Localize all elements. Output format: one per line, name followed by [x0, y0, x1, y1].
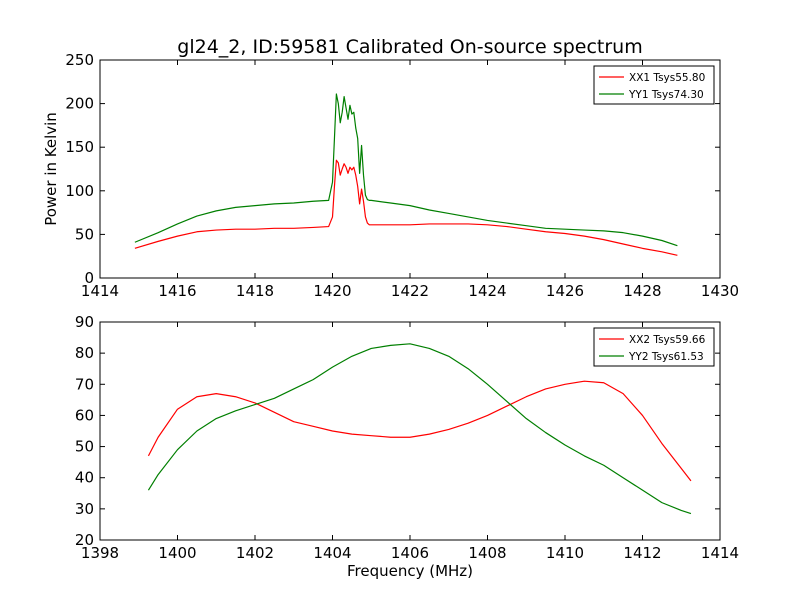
x-tick-label: 1422 [391, 282, 429, 300]
y-tick-label: 20 [75, 531, 94, 549]
series-line-1-1 [134, 159, 678, 256]
legend-label: XX2 Tsys59.66 [629, 334, 706, 346]
x-tick-label: 1398 [81, 544, 119, 562]
y-tick-label: 90 [75, 313, 94, 331]
x-tick-label: 1408 [468, 544, 506, 562]
legend-label: YY1 Tsys74.30 [628, 89, 704, 101]
x-tick-label: 1428 [623, 282, 661, 300]
x-tick-label: 1410 [546, 544, 584, 562]
y-tick-label: 60 [75, 406, 94, 424]
legend: XX2 Tsys59.66 YY2 Tsys61.53 [593, 327, 715, 367]
y-tick-label: 50 [75, 225, 94, 243]
x-axis-label: Frequency (MHz) [347, 562, 473, 580]
top-panel: 1414 1416 1418 1420 1422 1424 1426 1428 1430 0 50 1… [42, 51, 739, 300]
series-line-2-1 [147, 380, 692, 482]
bottom-panel: 1398 1400 1402 1404 1406 1408 1410 1412 1414 20 30… [75, 313, 739, 580]
x-tick-label: 1414 [701, 544, 739, 562]
figure-title: gl24_2, ID:59581 Calibrated On-source sp… [177, 36, 642, 58]
x-tick-label: 1404 [313, 544, 351, 562]
y-tick-label: 0 [84, 269, 94, 287]
y-tick-label: 70 [75, 375, 94, 393]
y-axis-label: Power in Kelvin [42, 112, 60, 226]
legend-label: YY2 Tsys61.53 [628, 351, 704, 363]
x-tick-label: 1412 [623, 544, 661, 562]
y-tick-label: 150 [65, 138, 94, 156]
legend-box [593, 327, 715, 367]
x-tick-label: 1424 [468, 282, 506, 300]
x-tick-label: 1420 [313, 282, 351, 300]
y-tick-label: 200 [65, 95, 94, 113]
x-tick-label: 1406 [391, 544, 429, 562]
y-tick-label: 30 [75, 500, 94, 518]
y-tick-label: 40 [75, 469, 94, 487]
y-tick-label: 100 [65, 182, 94, 200]
x-tick-label: 1426 [546, 282, 584, 300]
x-tick-label: 1400 [158, 544, 196, 562]
series-line-1-2 [134, 93, 678, 247]
x-tick-label: 1430 [701, 282, 739, 300]
x-tick-label: 1402 [236, 544, 274, 562]
y-tick-label: 80 [75, 344, 94, 362]
legend-label: XX1 Tsys55.80 [629, 72, 705, 84]
x-tick-label: 1414 [81, 282, 119, 300]
y-tick-label: 250 [65, 51, 94, 69]
x-tick-label: 1416 [158, 282, 196, 300]
legend: XX1 Tsys55.80 YY1 Tsys74.30 [593, 65, 715, 105]
series-line-2-2 [147, 343, 692, 515]
legend-box [593, 65, 715, 105]
x-tick-label: 1418 [236, 282, 274, 300]
y-tick-label: 50 [75, 438, 94, 456]
